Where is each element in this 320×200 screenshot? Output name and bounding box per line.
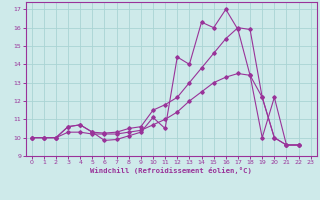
X-axis label: Windchill (Refroidissement éolien,°C): Windchill (Refroidissement éolien,°C) [90, 167, 252, 174]
